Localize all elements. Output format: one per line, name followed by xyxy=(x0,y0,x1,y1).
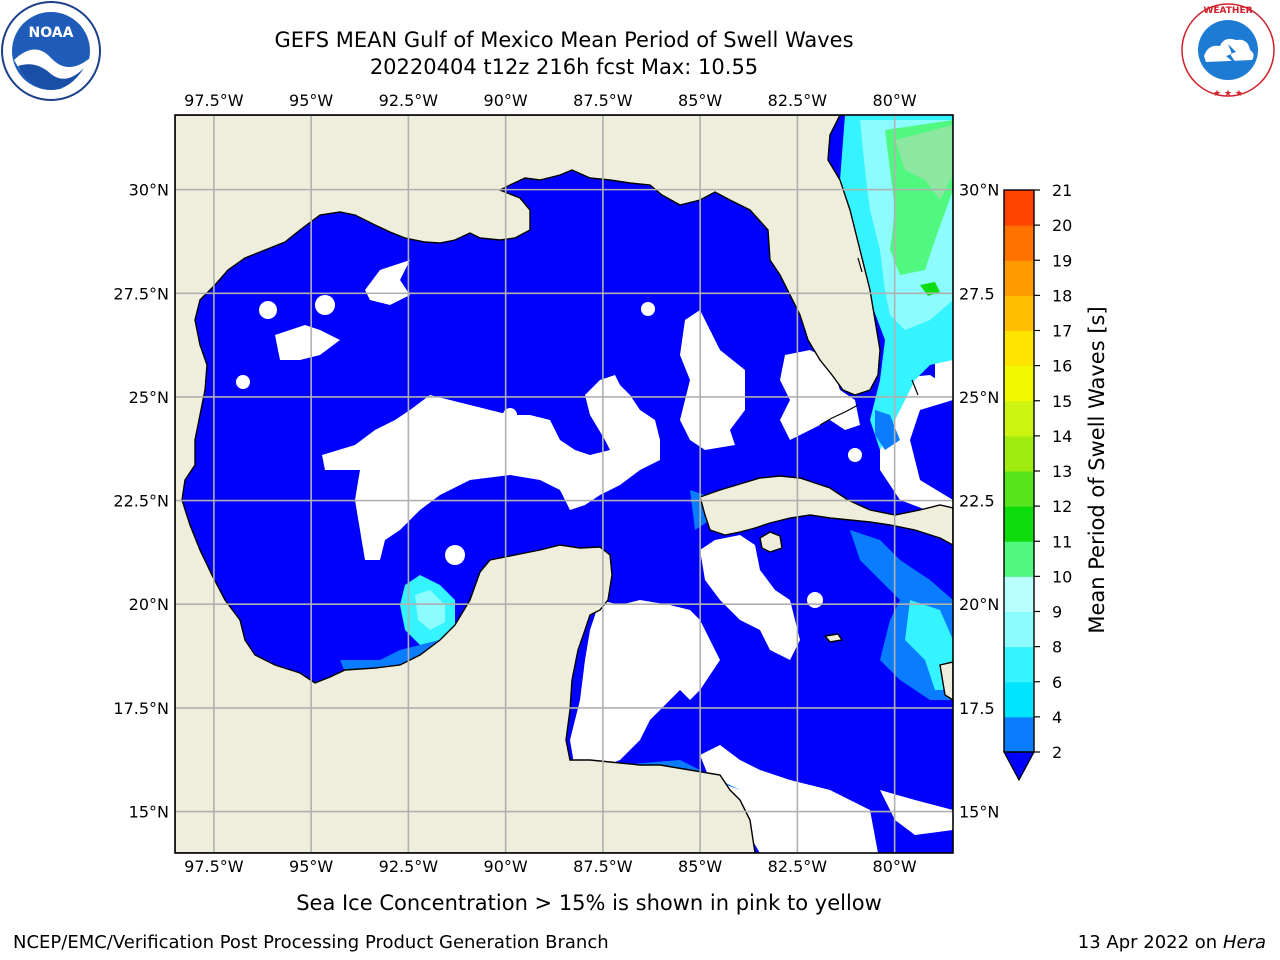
map-subtitle: 20220404 t12z 216h fcst Max: 10.55 xyxy=(369,55,759,79)
colorbar-swatch xyxy=(1004,435,1034,472)
colorbar-swatch xyxy=(1004,611,1034,648)
lat-tick-right: 25°N xyxy=(959,388,999,407)
colorbar-swatch xyxy=(1004,471,1034,507)
nws-logo: WEATHER ★ ★ ★ xyxy=(1181,3,1275,99)
colorbar-tick-label: 12 xyxy=(1052,497,1072,516)
colorbar-swatch xyxy=(1004,260,1034,296)
map-frame xyxy=(174,114,954,854)
colorbar-swatch xyxy=(1004,716,1034,753)
lon-tick-top: 80°W xyxy=(873,91,917,110)
lat-tick-right: 22.5 xyxy=(959,492,995,511)
colorbar-label: Mean Period of Swell Waves [s] xyxy=(1085,306,1109,634)
colorbar-swatch xyxy=(1004,190,1034,226)
colorbar-swatch xyxy=(1004,541,1034,577)
lat-tick-left: 15°N xyxy=(129,803,169,822)
noaa-logo: NOAA xyxy=(1,1,101,101)
colorbar-swatch xyxy=(1004,225,1034,261)
credit-date: 13 Apr 2022 on xyxy=(1077,932,1223,953)
colorbar-tick-label: 11 xyxy=(1052,532,1072,551)
svg-text:★ ★ ★: ★ ★ ★ xyxy=(1213,89,1243,99)
lat-tick-right: 20°N xyxy=(959,595,999,614)
sea-ice-note: Sea Ice Concentration > 15% is shown in … xyxy=(296,891,882,915)
colorbar-swatch xyxy=(1004,576,1034,612)
colorbar-tick-label: 20 xyxy=(1052,216,1072,235)
lon-tick-top: 85°W xyxy=(678,91,722,110)
lat-tick-right: 15°N xyxy=(959,803,999,822)
lon-tick-bottom: 85°W xyxy=(678,857,722,876)
colorbar-tick-label: 4 xyxy=(1052,708,1062,727)
colorbar-swatch xyxy=(1004,295,1034,331)
colorbar-tick-label: 10 xyxy=(1052,567,1072,586)
colorbar-extend xyxy=(1002,751,1036,782)
lat-tick-right: 17.5 xyxy=(959,699,995,718)
lon-tick-top: 95°W xyxy=(289,91,333,110)
colorbar: 2 4 6 8 9 10 11 12 13 14 15 16 17 18 19 20 21 xyxy=(1002,181,1072,782)
lon-labels-bottom: 97.5°W 95°W 92.5°W 90°W 87.5°W 85°W 82.5°W 80°W xyxy=(184,857,917,876)
gridlines xyxy=(175,115,953,853)
colorbar-tick-label: 19 xyxy=(1052,251,1072,270)
lon-tick-top: 87.5°W xyxy=(573,91,633,110)
colorbar-tick-label: 2 xyxy=(1052,743,1062,762)
colorbar-tick-label: 6 xyxy=(1052,673,1062,692)
credit-right: 13 Apr 2022 on Hera xyxy=(1078,932,1266,953)
lon-tick-bottom: 95°W xyxy=(289,857,333,876)
lon-labels-top: 97.5°W 95°W 92.5°W 90°W 87.5°W 85°W 82.5°W 80°W xyxy=(184,91,917,110)
lat-tick-right: 30°N xyxy=(959,181,999,200)
map-title: GEFS MEAN Gulf of Mexico Mean Period of … xyxy=(274,28,854,52)
colorbar-tick-label: 18 xyxy=(1052,286,1072,305)
lon-tick-bottom: 87.5°W xyxy=(573,857,633,876)
lat-tick-left: 27.5°N xyxy=(113,284,169,303)
lat-tick-left: 22.5°N xyxy=(113,492,169,511)
colorbar-tick-label: 17 xyxy=(1052,322,1072,341)
svg-text:NOAA: NOAA xyxy=(29,25,74,41)
lat-labels-left: 30°N 27.5°N 25°N 22.5°N 20°N 17.5°N 15°N xyxy=(113,181,169,822)
svg-text:WEATHER: WEATHER xyxy=(1203,6,1252,16)
colorbar-swatch xyxy=(1004,646,1034,683)
lat-tick-left: 25°N xyxy=(129,388,169,407)
keys xyxy=(819,257,919,426)
colorbar-swatch xyxy=(1004,681,1034,718)
colorbar-swatch xyxy=(1004,365,1034,402)
colorbar-swatch xyxy=(1004,330,1034,367)
lon-tick-bottom: 90°W xyxy=(484,857,528,876)
colorbar-tick-label: 8 xyxy=(1052,638,1062,657)
lon-tick-top: 97.5°W xyxy=(184,91,244,110)
lon-tick-bottom: 97.5°W xyxy=(184,857,244,876)
lat-labels-right: 30°N 27.5 25°N 22.5 20°N 17.5 15°N xyxy=(959,181,999,822)
colorbar-tick-label: 14 xyxy=(1052,427,1072,446)
lat-tick-left: 17.5°N xyxy=(113,699,169,718)
credit-host: Hera xyxy=(1222,932,1266,953)
lon-tick-top: 90°W xyxy=(484,91,528,110)
colorbar-tick-label: 21 xyxy=(1052,181,1072,200)
colorbar-swatch xyxy=(1004,400,1034,437)
colorbar-tick-label: 15 xyxy=(1052,392,1072,411)
lon-tick-bottom: 80°W xyxy=(873,857,917,876)
lon-tick-bottom: 92.5°W xyxy=(379,857,439,876)
colorbar-tick-label: 9 xyxy=(1052,603,1062,622)
lat-tick-left: 20°N xyxy=(129,595,169,614)
lat-tick-right: 27.5 xyxy=(959,284,995,303)
colorbar-tick-label: 16 xyxy=(1052,357,1072,376)
colorbar-swatch xyxy=(1004,506,1034,542)
lon-tick-top: 92.5°W xyxy=(379,91,439,110)
colorbar-tick-label: 13 xyxy=(1052,462,1072,481)
lat-tick-left: 30°N xyxy=(129,181,169,200)
lon-tick-top: 82.5°W xyxy=(768,91,828,110)
lon-tick-bottom: 82.5°W xyxy=(768,857,828,876)
credit-left: NCEP/EMC/Verification Post Processing Pr… xyxy=(13,932,609,953)
